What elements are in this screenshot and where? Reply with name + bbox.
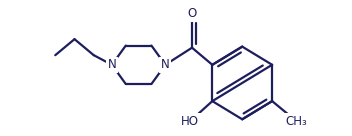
Text: O: O bbox=[187, 7, 197, 20]
Text: N: N bbox=[107, 58, 116, 71]
Text: CH₃: CH₃ bbox=[286, 115, 308, 128]
Text: HO: HO bbox=[181, 115, 199, 128]
Text: N: N bbox=[161, 58, 170, 71]
